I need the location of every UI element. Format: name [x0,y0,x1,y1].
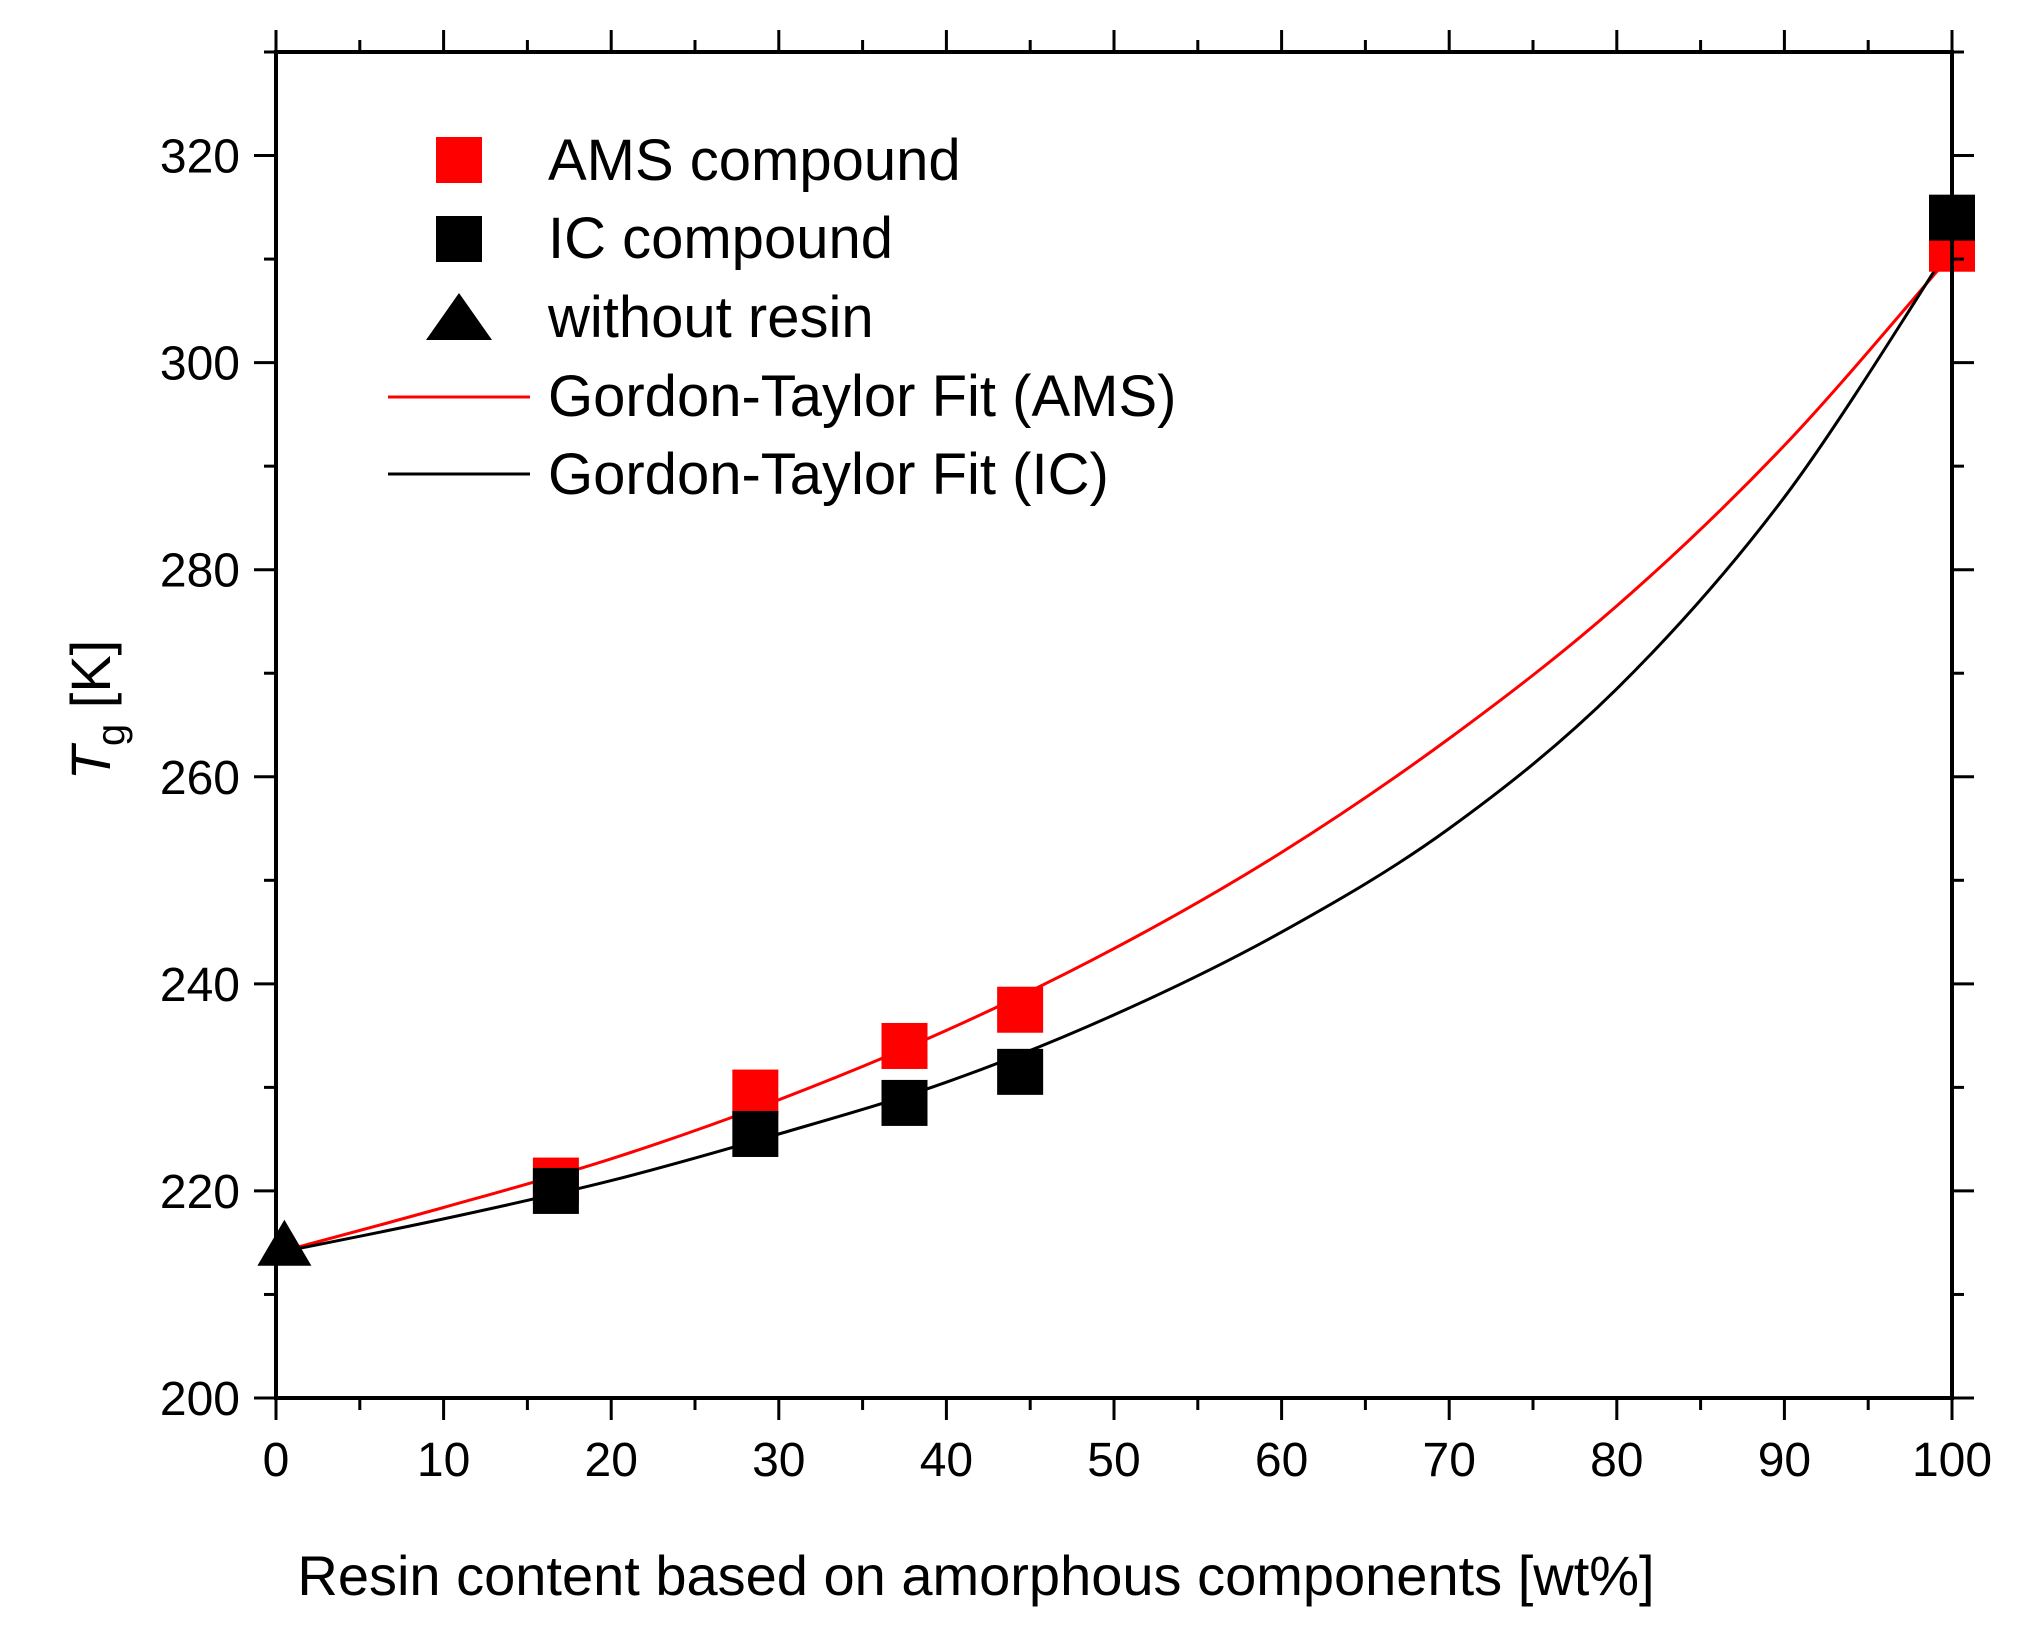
legend-marker-ic [436,216,482,262]
legend-label-fit-ic: Gordon-Taylor Fit (IC) [548,442,1109,507]
x-tick-label: 10 [417,1434,470,1487]
y-axis-title: Tg [K] [59,640,133,781]
marker-ams-point [732,1069,779,1116]
x-tick-label: 0 [263,1434,290,1487]
y-axis-title-sub: g [89,724,133,746]
marker-ic-point [881,1079,928,1126]
x-tick-label: 100 [1912,1434,1992,1487]
legend-marker-without-resin [426,293,492,340]
x-tick-label: 60 [1255,1434,1308,1487]
y-tick-label: 300 [160,338,240,391]
y-axis-title-unit: [K] [59,640,122,724]
legend-label-ams: AMS compound [548,128,961,193]
x-tick-label: 70 [1423,1434,1476,1487]
x-axis-title: Resin content based on amorphous compone… [297,1544,1654,1607]
y-tick-label: 220 [160,1166,240,1219]
plot-frame [274,50,1954,1400]
legend: AMS compound IC compound without resin G… [388,128,1176,507]
y-tick-label: 280 [160,545,240,598]
legend-label-ic: IC compound [548,206,893,271]
marker-ic-point [997,1048,1044,1095]
marker-ic-point [732,1110,779,1157]
y-axis-title-main: T [59,742,122,780]
marker-ams-point [881,1022,928,1069]
x-tick-label: 50 [1087,1434,1140,1487]
marker-ams-point [997,986,1044,1033]
x-tick-label: 20 [585,1434,638,1487]
x-tick-label: 90 [1758,1434,1811,1487]
axes [254,30,1974,1420]
y-tick-label: 260 [160,752,240,805]
y-tick-label: 200 [160,1373,240,1426]
tick-labels: 0 10 20 30 40 50 60 70 80 90 100 200 220 240 260 280 300… [160,131,1992,1487]
marker-ic-point [532,1167,579,1214]
legend-label-fit-ams: Gordon-Taylor Fit (AMS) [548,364,1176,429]
legend-label-without-resin: without resin [547,285,874,350]
legend-marker-ams [436,137,482,183]
data-markers [257,194,1975,1266]
x-tick-label: 40 [920,1434,973,1487]
x-tick-label: 30 [752,1434,805,1487]
y-tick-label: 320 [160,131,240,184]
x-tick-label: 80 [1590,1434,1643,1487]
y-tick-label: 240 [160,959,240,1012]
marker-without-resin-point [257,1219,312,1266]
